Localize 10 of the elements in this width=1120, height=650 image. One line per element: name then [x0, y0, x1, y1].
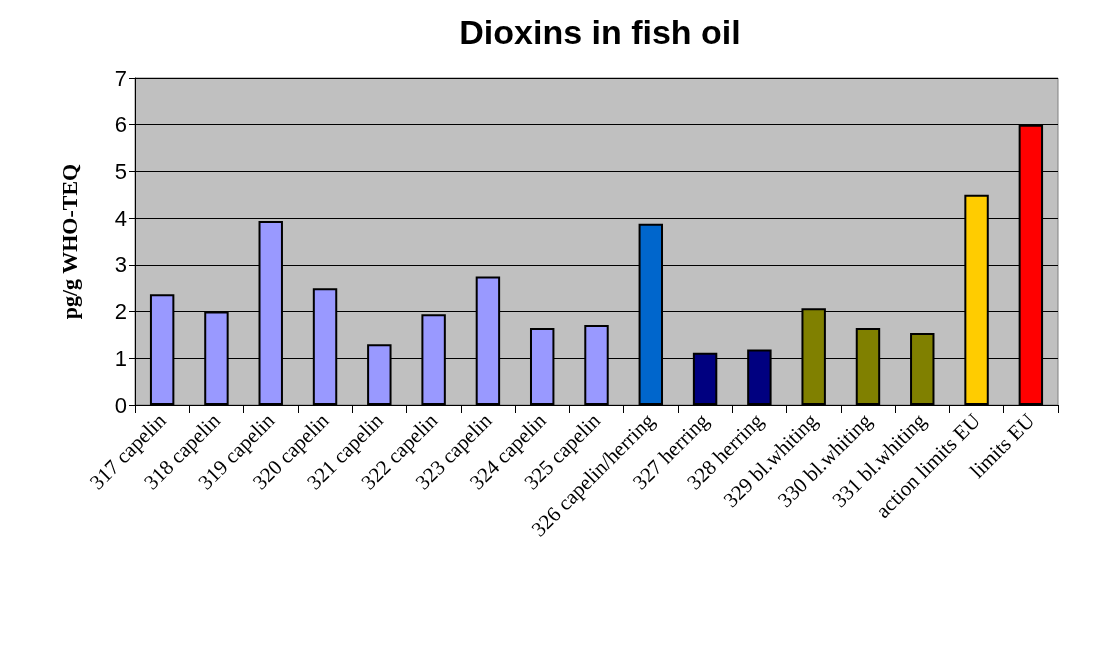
y-tick-label: 5 — [114, 158, 127, 184]
y-tick-label: 0 — [114, 392, 127, 418]
y-axis-title: pg/g WHO-TEQ — [56, 163, 82, 320]
y-tick-label: 3 — [114, 252, 127, 278]
y-tick-label: 2 — [114, 299, 127, 325]
y-tick-label: 4 — [114, 205, 127, 231]
chart-title: Dioxins in fish oil — [459, 13, 741, 51]
y-tick-label: 1 — [114, 345, 127, 371]
y-tick-label: 6 — [114, 112, 127, 138]
y-tick-label: 7 — [114, 65, 127, 91]
